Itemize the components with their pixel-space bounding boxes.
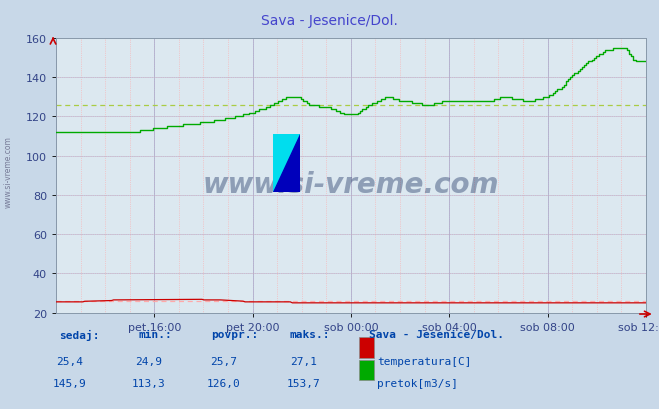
Text: 113,3: 113,3 bbox=[131, 378, 165, 388]
Text: 25,7: 25,7 bbox=[211, 356, 237, 366]
Text: pretok[m3/s]: pretok[m3/s] bbox=[377, 378, 458, 388]
Text: temperatura[C]: temperatura[C] bbox=[377, 356, 471, 366]
Text: 145,9: 145,9 bbox=[52, 378, 86, 388]
Text: min.:: min.: bbox=[138, 329, 172, 339]
Text: 126,0: 126,0 bbox=[207, 378, 241, 388]
Text: sedaj:: sedaj: bbox=[59, 329, 100, 340]
Polygon shape bbox=[273, 135, 300, 192]
Text: Sava - Jesenice/Dol.: Sava - Jesenice/Dol. bbox=[369, 329, 504, 339]
Text: 153,7: 153,7 bbox=[286, 378, 320, 388]
Text: povpr.:: povpr.: bbox=[211, 329, 258, 339]
Text: www.si-vreme.com: www.si-vreme.com bbox=[203, 170, 499, 198]
Text: 24,9: 24,9 bbox=[135, 356, 161, 366]
Text: 25,4: 25,4 bbox=[56, 356, 82, 366]
Text: 27,1: 27,1 bbox=[290, 356, 316, 366]
Polygon shape bbox=[273, 135, 300, 192]
Text: maks.:: maks.: bbox=[290, 329, 330, 339]
Text: Sava - Jesenice/Dol.: Sava - Jesenice/Dol. bbox=[261, 14, 398, 28]
Text: www.si-vreme.com: www.si-vreme.com bbox=[3, 136, 13, 208]
